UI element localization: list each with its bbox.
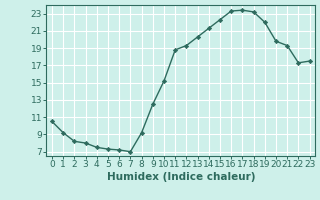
X-axis label: Humidex (Indice chaleur): Humidex (Indice chaleur)	[107, 172, 255, 182]
